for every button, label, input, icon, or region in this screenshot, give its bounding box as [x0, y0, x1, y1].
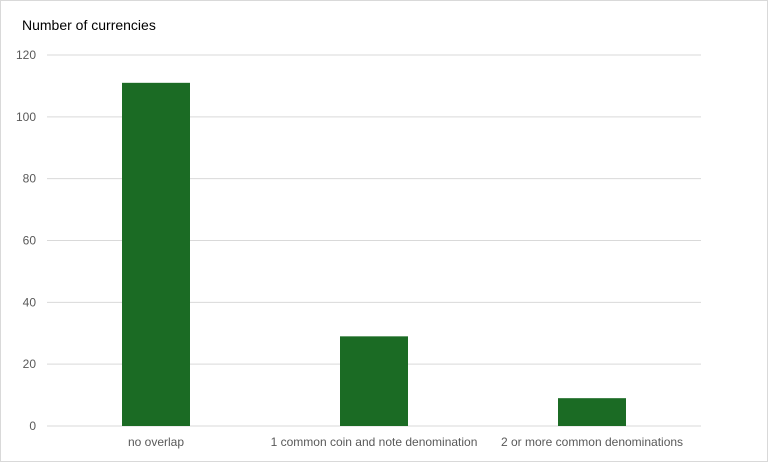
y-tick-label: 20 — [23, 357, 37, 371]
y-tick-label: 80 — [23, 172, 37, 186]
y-tick-label: 60 — [23, 234, 37, 248]
x-tick-label: no overlap — [128, 435, 184, 449]
y-tick-label: 0 — [29, 419, 36, 433]
y-tick-label: 40 — [23, 295, 37, 309]
y-tick-label: 100 — [16, 110, 36, 124]
x-tick-label: 2 or more common denominations — [501, 435, 683, 449]
bar — [122, 82, 190, 426]
bar — [340, 336, 408, 426]
x-tick-label: 1 common coin and note denomination — [271, 435, 478, 449]
y-axis-title: Number of currencies — [22, 17, 156, 33]
y-tick-label: 120 — [16, 48, 36, 62]
bar — [558, 398, 626, 426]
